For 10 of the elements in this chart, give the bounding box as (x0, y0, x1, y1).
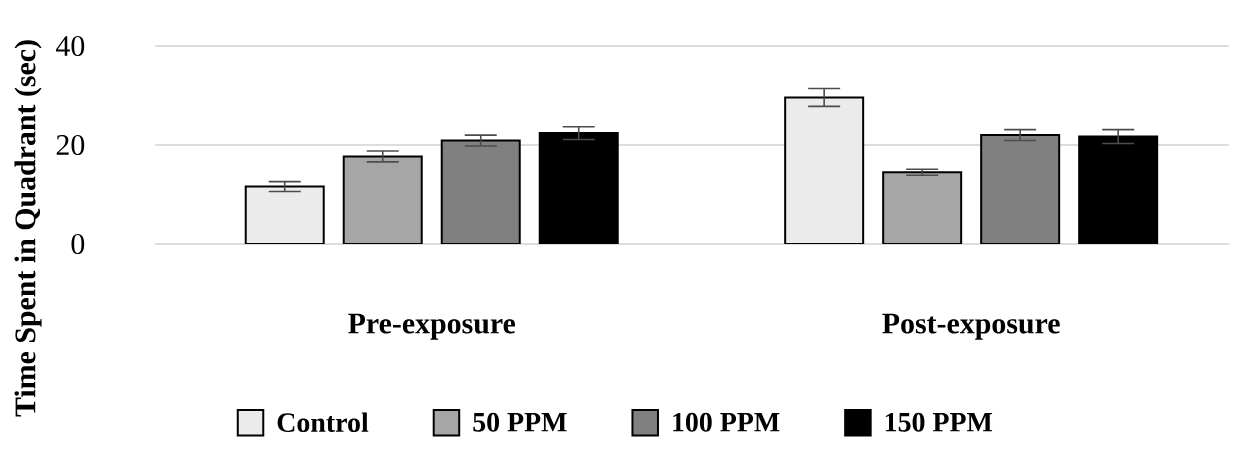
y-tick-label: 0 (71, 233, 85, 255)
y-tick-label: 20 (56, 134, 85, 156)
y-tick-label: 40 (56, 35, 85, 57)
legend-label: 50 PPM (473, 412, 567, 432)
legend-label: 150 PPM (885, 412, 993, 432)
x-tick-label: Post-exposure (882, 313, 1060, 340)
y-axis-title: Time Spent in Quadrant (sec) (14, 40, 42, 417)
legend-label: 100 PPM (673, 412, 780, 432)
x-tick-label: Pre-exposure (348, 313, 516, 340)
legend-label: Control (277, 412, 369, 433)
